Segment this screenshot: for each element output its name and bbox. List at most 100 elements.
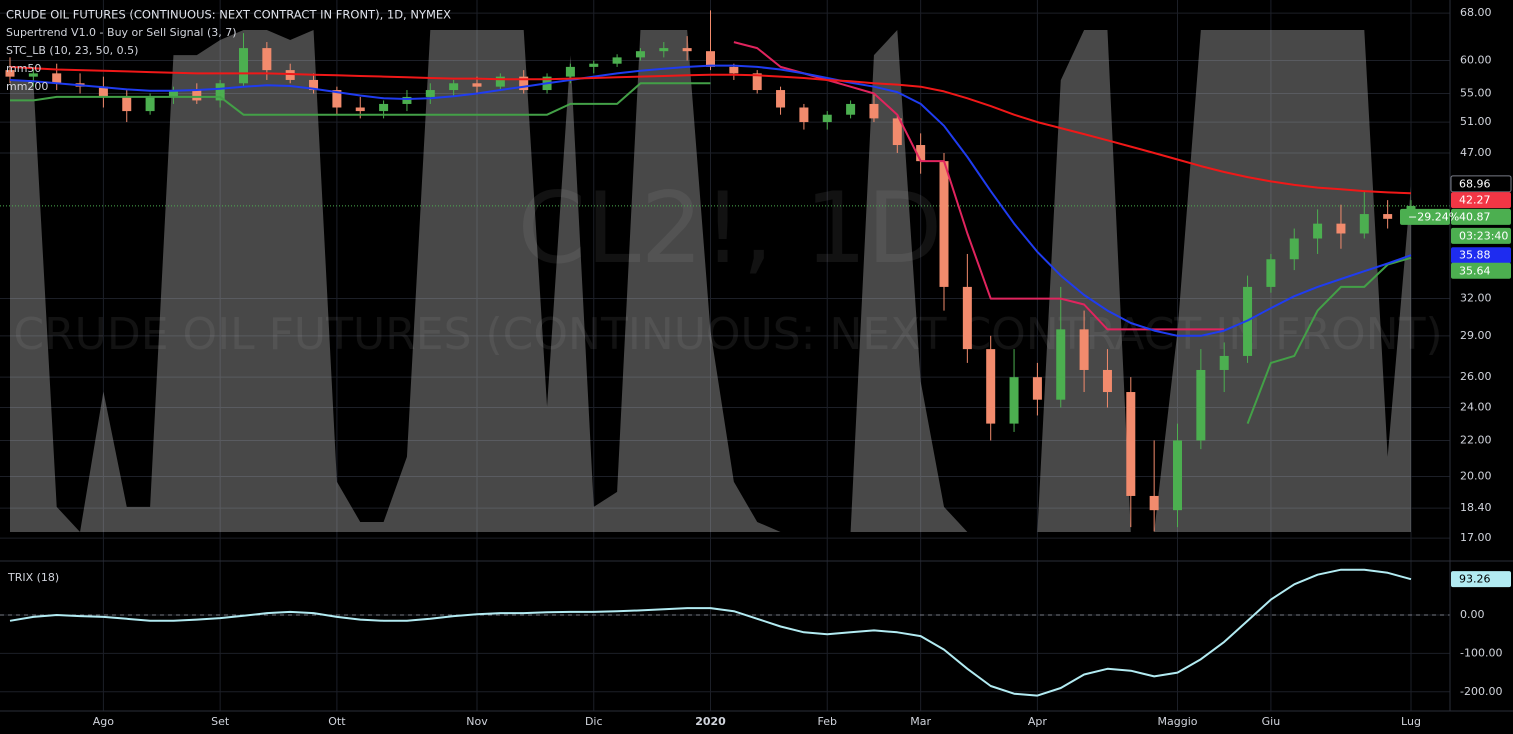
candle-body [355, 107, 365, 112]
candle-body [332, 90, 342, 108]
candle-body [729, 66, 739, 74]
candle-body [916, 145, 926, 162]
candle-body [122, 96, 132, 112]
x-tick-label: Apr [1028, 715, 1048, 728]
x-tick-label: Ott [328, 715, 346, 728]
legend-entry: Supertrend V1.0 - Buy or Sell Signal (3,… [6, 26, 237, 39]
candle-body [449, 83, 459, 91]
candle-body [52, 73, 62, 84]
candle-body [1336, 223, 1346, 234]
y-tick-label: 60.00 [1460, 54, 1492, 67]
candle-body [1359, 214, 1369, 234]
trix-line [9, 568, 1412, 697]
y-tick-label: 20.00 [1460, 470, 1492, 483]
supertrend-up [10, 82, 1412, 424]
trix-value-label-bg [1451, 571, 1511, 588]
y-tick-label: -100.00 [1460, 646, 1502, 659]
candle-body [892, 118, 902, 146]
candle-body [565, 66, 575, 77]
watermark-symbol: CL2!, 1D [518, 172, 943, 286]
candle-body [752, 73, 762, 91]
candle-body [682, 48, 692, 52]
candle-body [262, 48, 272, 71]
candle-body [5, 70, 15, 77]
candle-body [846, 103, 856, 115]
candle-body [309, 79, 319, 91]
y-tick-label: 68.00 [1460, 6, 1492, 19]
candle-body [589, 63, 599, 67]
countdown-label-bg [1451, 227, 1511, 244]
chart-title: CRUDE OIL FUTURES (CONTINUOUS: NEXT CONT… [6, 8, 451, 22]
mm50-value-label: 35.88 [1459, 249, 1491, 262]
y-tick-label: 32.00 [1460, 292, 1492, 305]
candle-body [1032, 377, 1042, 400]
candle-body [239, 48, 248, 84]
y-tick-label: 17.00 [1460, 531, 1492, 544]
candle-body [98, 86, 108, 97]
countdown-label: 03:23:40 [1459, 229, 1508, 242]
y-tick-label: 18.40 [1460, 501, 1492, 514]
price-labels: 68.96 42.27 40.87−29.24%03:23:40 35.88 35.64… [1400, 175, 1512, 588]
y-tick-label: -200.00 [1460, 685, 1502, 698]
candle-body [168, 90, 178, 97]
y-tick-label: 47.00 [1460, 146, 1492, 159]
moving-average-line [9, 65, 1412, 195]
change-label-bg [1400, 208, 1450, 225]
candle-body [869, 103, 879, 119]
x-tick-label: Feb [818, 715, 837, 728]
candle-body [519, 76, 529, 91]
x-tick-label: Set [211, 715, 230, 728]
candle-body [1196, 369, 1206, 441]
y-tick-label: 26.00 [1460, 370, 1492, 383]
candle-body [215, 83, 225, 101]
x-tick-label: Maggio [1158, 715, 1198, 728]
y-tick-label: 22.00 [1460, 433, 1492, 446]
x-tick-label: Mar [910, 715, 931, 728]
x-tick-label: Lug [1401, 715, 1421, 728]
stc-value-label-bg [1450, 175, 1512, 193]
x-tick-label: Dic [585, 715, 603, 728]
mm200-value-label-bg [1451, 192, 1511, 209]
legend-entry: STC_LB (10, 23, 50, 0.5) [6, 44, 138, 57]
candle-body [425, 90, 435, 97]
trix-value-label: 93.26 [1459, 573, 1491, 586]
stc-value-label: 68.96 [1459, 177, 1491, 190]
x-tick-label: Nov [466, 715, 488, 728]
legend-entry: TRIX (18) [7, 571, 59, 584]
candle-body [1126, 392, 1136, 496]
change-label: −29.24% [1408, 210, 1459, 223]
y-tick-label: 24.00 [1460, 400, 1492, 413]
candle-body [1219, 355, 1229, 370]
y-tick-label: 29.00 [1460, 329, 1492, 342]
candle-body [822, 114, 832, 123]
last-price-label: 40.87 [1459, 210, 1491, 223]
candle-body [1173, 440, 1182, 511]
candle-body [706, 51, 715, 67]
candle-body [402, 96, 412, 104]
candle-body [1079, 329, 1089, 370]
candle-body [472, 83, 482, 87]
candle-body [1009, 377, 1019, 424]
x-tick-label: Giu [1262, 715, 1281, 728]
candle-body [495, 76, 505, 87]
mm200-value-label: 42.27 [1459, 194, 1491, 207]
candle-body [1266, 259, 1276, 287]
supertrend-value-label-bg [1451, 262, 1511, 279]
candle-body [962, 286, 972, 350]
supertrend-value-label: 35.64 [1459, 264, 1491, 277]
moving-average-line [9, 64, 1412, 337]
candle-body [28, 73, 38, 77]
candle-body [939, 161, 949, 287]
legend-entry: mm50 [6, 62, 41, 75]
candle-body [635, 51, 645, 58]
x-tick-label: Ago [93, 715, 115, 728]
candle-body [1313, 223, 1323, 239]
axes: Ago Set Ott Nov Dic 2020 Feb Mar Apr Maggio Giu Lug… [93, 6, 1503, 728]
candle-body [776, 90, 786, 108]
candle-body [799, 107, 809, 123]
candle-body [612, 57, 622, 64]
candle-body [1102, 369, 1112, 393]
mm50-value-label-bg [1451, 247, 1511, 264]
